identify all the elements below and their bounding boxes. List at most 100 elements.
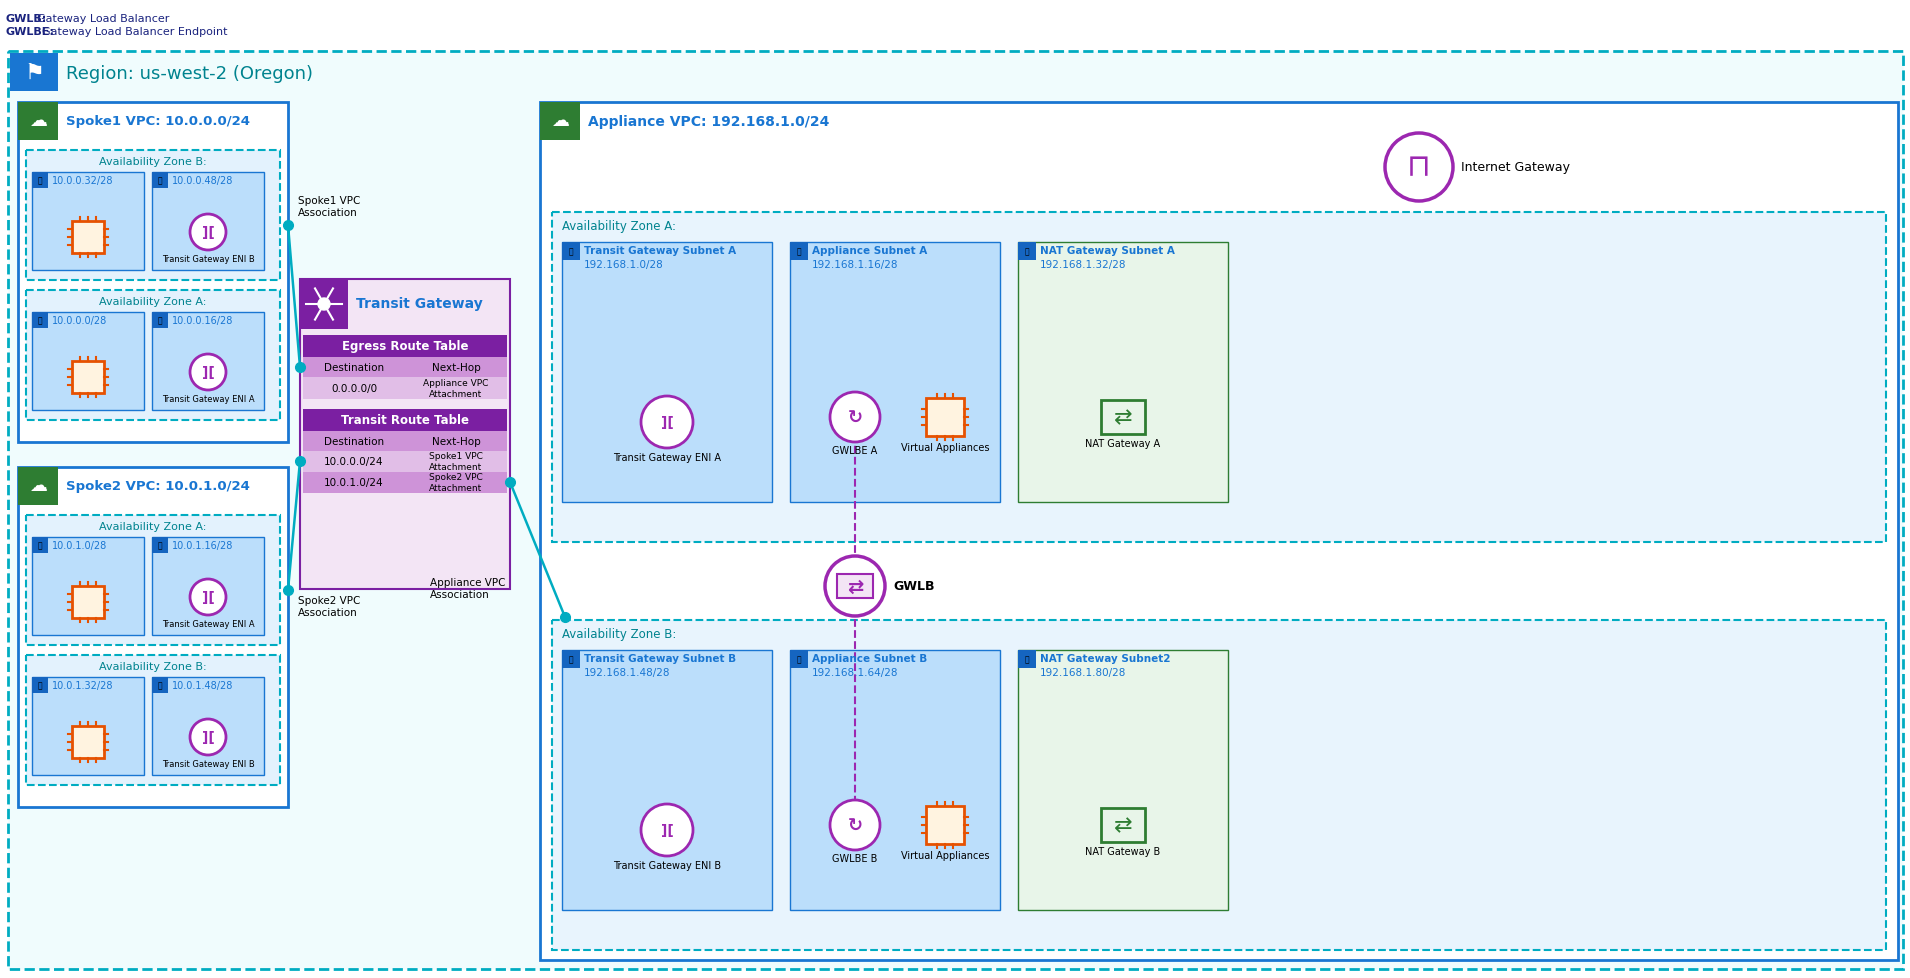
Text: 192.168.1.80/28: 192.168.1.80/28 [1041, 667, 1127, 678]
Text: Availability Zone B:: Availability Zone B: [99, 156, 206, 167]
Text: Gateway Load Balancer Endpoint: Gateway Load Balancer Endpoint [42, 27, 227, 37]
Bar [926, 399, 965, 436]
Text: Virtual Appliances: Virtual Appliances [902, 443, 989, 453]
Text: 🔒: 🔒 [159, 316, 162, 325]
Text: ☁: ☁ [29, 111, 48, 130]
Text: Spoke1 VPC
Association: Spoke1 VPC Association [298, 196, 361, 217]
Circle shape [825, 556, 884, 616]
Bar [32, 538, 48, 554]
Bar [27, 151, 281, 281]
Text: NAT Gateway A: NAT Gateway A [1085, 438, 1161, 449]
Bar [32, 678, 48, 693]
Bar [304, 431, 405, 452]
Text: ⇄: ⇄ [846, 577, 863, 596]
Text: 10.0.1.0/28: 10.0.1.0/28 [52, 541, 107, 551]
Text: Transit Gateway ENI B: Transit Gateway ENI B [613, 860, 722, 870]
Bar [27, 515, 281, 645]
Text: Egress Route Table: Egress Route Table [342, 340, 468, 353]
Text: ][: ][ [661, 823, 674, 837]
Bar [405, 358, 506, 378]
Bar [791, 243, 1001, 503]
Bar [73, 727, 103, 758]
Text: 0.0.0.0/0: 0.0.0.0/0 [330, 383, 376, 393]
Bar [562, 650, 581, 668]
Text: Next-Hop: Next-Hop [432, 363, 481, 373]
Bar [153, 538, 168, 554]
Bar [837, 574, 873, 599]
Circle shape [642, 804, 693, 856]
Text: NAT Gateway Subnet2: NAT Gateway Subnet2 [1041, 653, 1171, 663]
Bar [1018, 243, 1228, 503]
Text: Spoke2 VPC
Association: Spoke2 VPC Association [298, 596, 361, 617]
Circle shape [831, 392, 881, 443]
Text: Transit Gateway ENI A: Transit Gateway ENI A [162, 619, 254, 628]
Text: 192.168.1.48/28: 192.168.1.48/28 [584, 667, 670, 678]
Bar [17, 103, 57, 141]
Text: NAT Gateway Subnet A: NAT Gateway Subnet A [1041, 245, 1175, 255]
Bar [1018, 650, 1228, 911]
Text: 🔒: 🔒 [159, 681, 162, 689]
Bar [32, 678, 143, 776]
Text: GWLB:: GWLB: [6, 14, 46, 24]
Text: Availability Zone A:: Availability Zone A: [562, 220, 676, 233]
Text: NAT Gateway B: NAT Gateway B [1085, 846, 1161, 856]
Bar [300, 280, 510, 590]
Text: 10.0.0.0/24: 10.0.0.0/24 [325, 457, 384, 467]
Bar [153, 173, 264, 271]
Bar [73, 222, 103, 253]
Circle shape [831, 800, 881, 850]
Text: Spoke1 VPC
Attachment: Spoke1 VPC Attachment [430, 452, 483, 471]
Bar [1100, 401, 1144, 434]
Text: Spoke2 VPC: 10.0.1.0/24: Spoke2 VPC: 10.0.1.0/24 [67, 479, 250, 493]
Bar [791, 650, 1001, 911]
Text: ][: ][ [202, 226, 214, 240]
Bar [541, 103, 1899, 960]
Bar [32, 173, 48, 189]
Bar [32, 538, 143, 636]
Text: GWLBE A: GWLBE A [833, 446, 877, 456]
Text: 192.168.1.16/28: 192.168.1.16/28 [812, 260, 898, 270]
Text: Transit Gateway Subnet B: Transit Gateway Subnet B [584, 653, 735, 663]
Text: 🔒: 🔒 [569, 655, 573, 664]
Bar [27, 655, 281, 785]
Bar [562, 650, 772, 911]
Text: ⊓: ⊓ [1408, 154, 1431, 182]
Text: Appliance Subnet B: Appliance Subnet B [812, 653, 926, 663]
Text: ☁: ☁ [550, 111, 569, 130]
Text: Internet Gateway: Internet Gateway [1461, 161, 1570, 174]
Bar [552, 213, 1885, 543]
Text: Availability Zone B:: Availability Zone B: [562, 627, 676, 641]
Bar [153, 678, 168, 693]
Bar [153, 173, 168, 189]
Text: 🔒: 🔒 [569, 247, 573, 256]
Text: ][: ][ [202, 366, 214, 379]
Bar [791, 243, 808, 261]
Text: 🔒: 🔒 [796, 247, 802, 256]
Text: Next-Hop: Next-Hop [432, 436, 481, 447]
Bar [17, 103, 288, 443]
Text: 🔒: 🔒 [38, 541, 42, 550]
Bar [32, 313, 48, 329]
Text: ][: ][ [202, 591, 214, 604]
Text: ☁: ☁ [29, 476, 48, 495]
Text: Destination: Destination [325, 436, 384, 447]
Text: Spoke2 VPC
Attachment: Spoke2 VPC Attachment [430, 472, 483, 492]
Text: Transit Gateway ENI B: Transit Gateway ENI B [162, 254, 254, 264]
Circle shape [317, 298, 330, 311]
Bar [1018, 650, 1035, 668]
Text: Region: us-west-2 (Oregon): Region: us-west-2 (Oregon) [67, 65, 313, 83]
Bar [73, 362, 103, 393]
Text: Virtual Appliances: Virtual Appliances [902, 850, 989, 860]
Text: Appliance Subnet A: Appliance Subnet A [812, 245, 926, 255]
Text: 10.0.1.16/28: 10.0.1.16/28 [172, 541, 233, 551]
Text: Availability Zone A:: Availability Zone A: [99, 296, 206, 307]
Text: 🔒: 🔒 [159, 176, 162, 185]
Bar [541, 103, 581, 141]
Text: 10.0.1.48/28: 10.0.1.48/28 [172, 681, 233, 690]
Text: ↻: ↻ [848, 817, 863, 834]
Bar [32, 173, 143, 271]
Circle shape [1385, 134, 1454, 201]
Text: 192.168.1.32/28: 192.168.1.32/28 [1041, 260, 1127, 270]
Text: Transit Gateway ENI B: Transit Gateway ENI B [162, 759, 254, 768]
Text: Appliance VPC
Attachment: Appliance VPC Attachment [424, 378, 489, 398]
